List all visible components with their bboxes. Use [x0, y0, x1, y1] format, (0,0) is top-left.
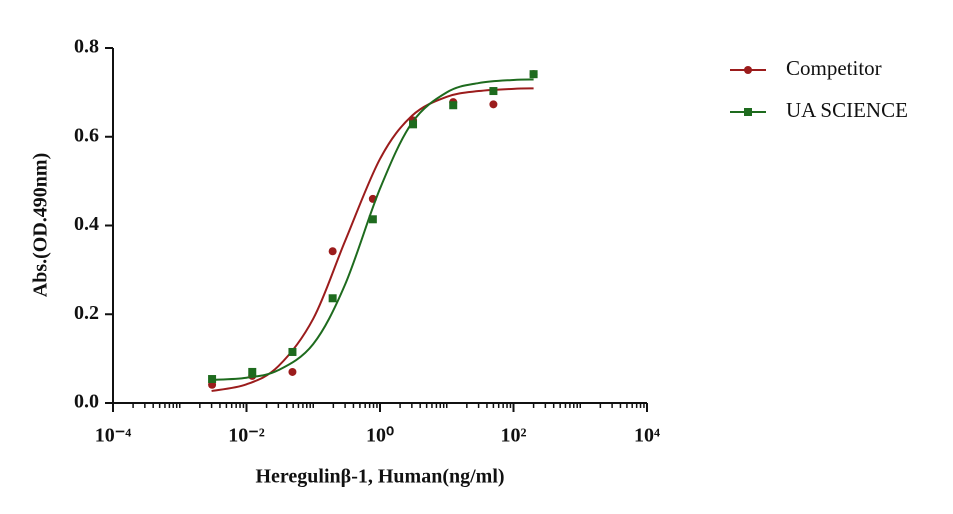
point [288, 347, 297, 356]
point [449, 101, 458, 110]
point [208, 375, 217, 384]
y-tick-label: 0.8 [74, 36, 99, 58]
point [489, 87, 498, 96]
y-tick-label: 0.2 [74, 302, 99, 324]
point [328, 247, 337, 256]
legend-label: UA SCIENCE [786, 98, 908, 122]
point [529, 70, 538, 79]
point [368, 215, 377, 224]
x-axis-title: Heregulinβ-1, Human(ng/ml) [255, 466, 504, 488]
point [409, 120, 418, 129]
point [489, 100, 498, 109]
point [288, 367, 297, 376]
point [328, 294, 337, 303]
x-tick-label: 10⁰ [366, 425, 394, 447]
legend-label: Competitor [786, 56, 882, 80]
y-tick-label: 0.0 [74, 391, 99, 413]
point [248, 367, 257, 376]
y-tick-label: 0.6 [74, 124, 99, 146]
legend-marker [744, 66, 752, 74]
x-tick-label: 10² [501, 425, 527, 447]
y-tick-label: 0.4 [74, 213, 99, 235]
fit-curve [211, 78, 534, 381]
x-tick-label: 10⁻⁴ [95, 425, 132, 447]
y-axis-title: Abs.(OD.490nm) [30, 153, 52, 297]
x-tick-label: 10⁴ [634, 425, 660, 447]
x-tick-label: 10⁻² [228, 425, 265, 447]
fit-curve [211, 87, 534, 393]
legend-marker [744, 108, 752, 116]
